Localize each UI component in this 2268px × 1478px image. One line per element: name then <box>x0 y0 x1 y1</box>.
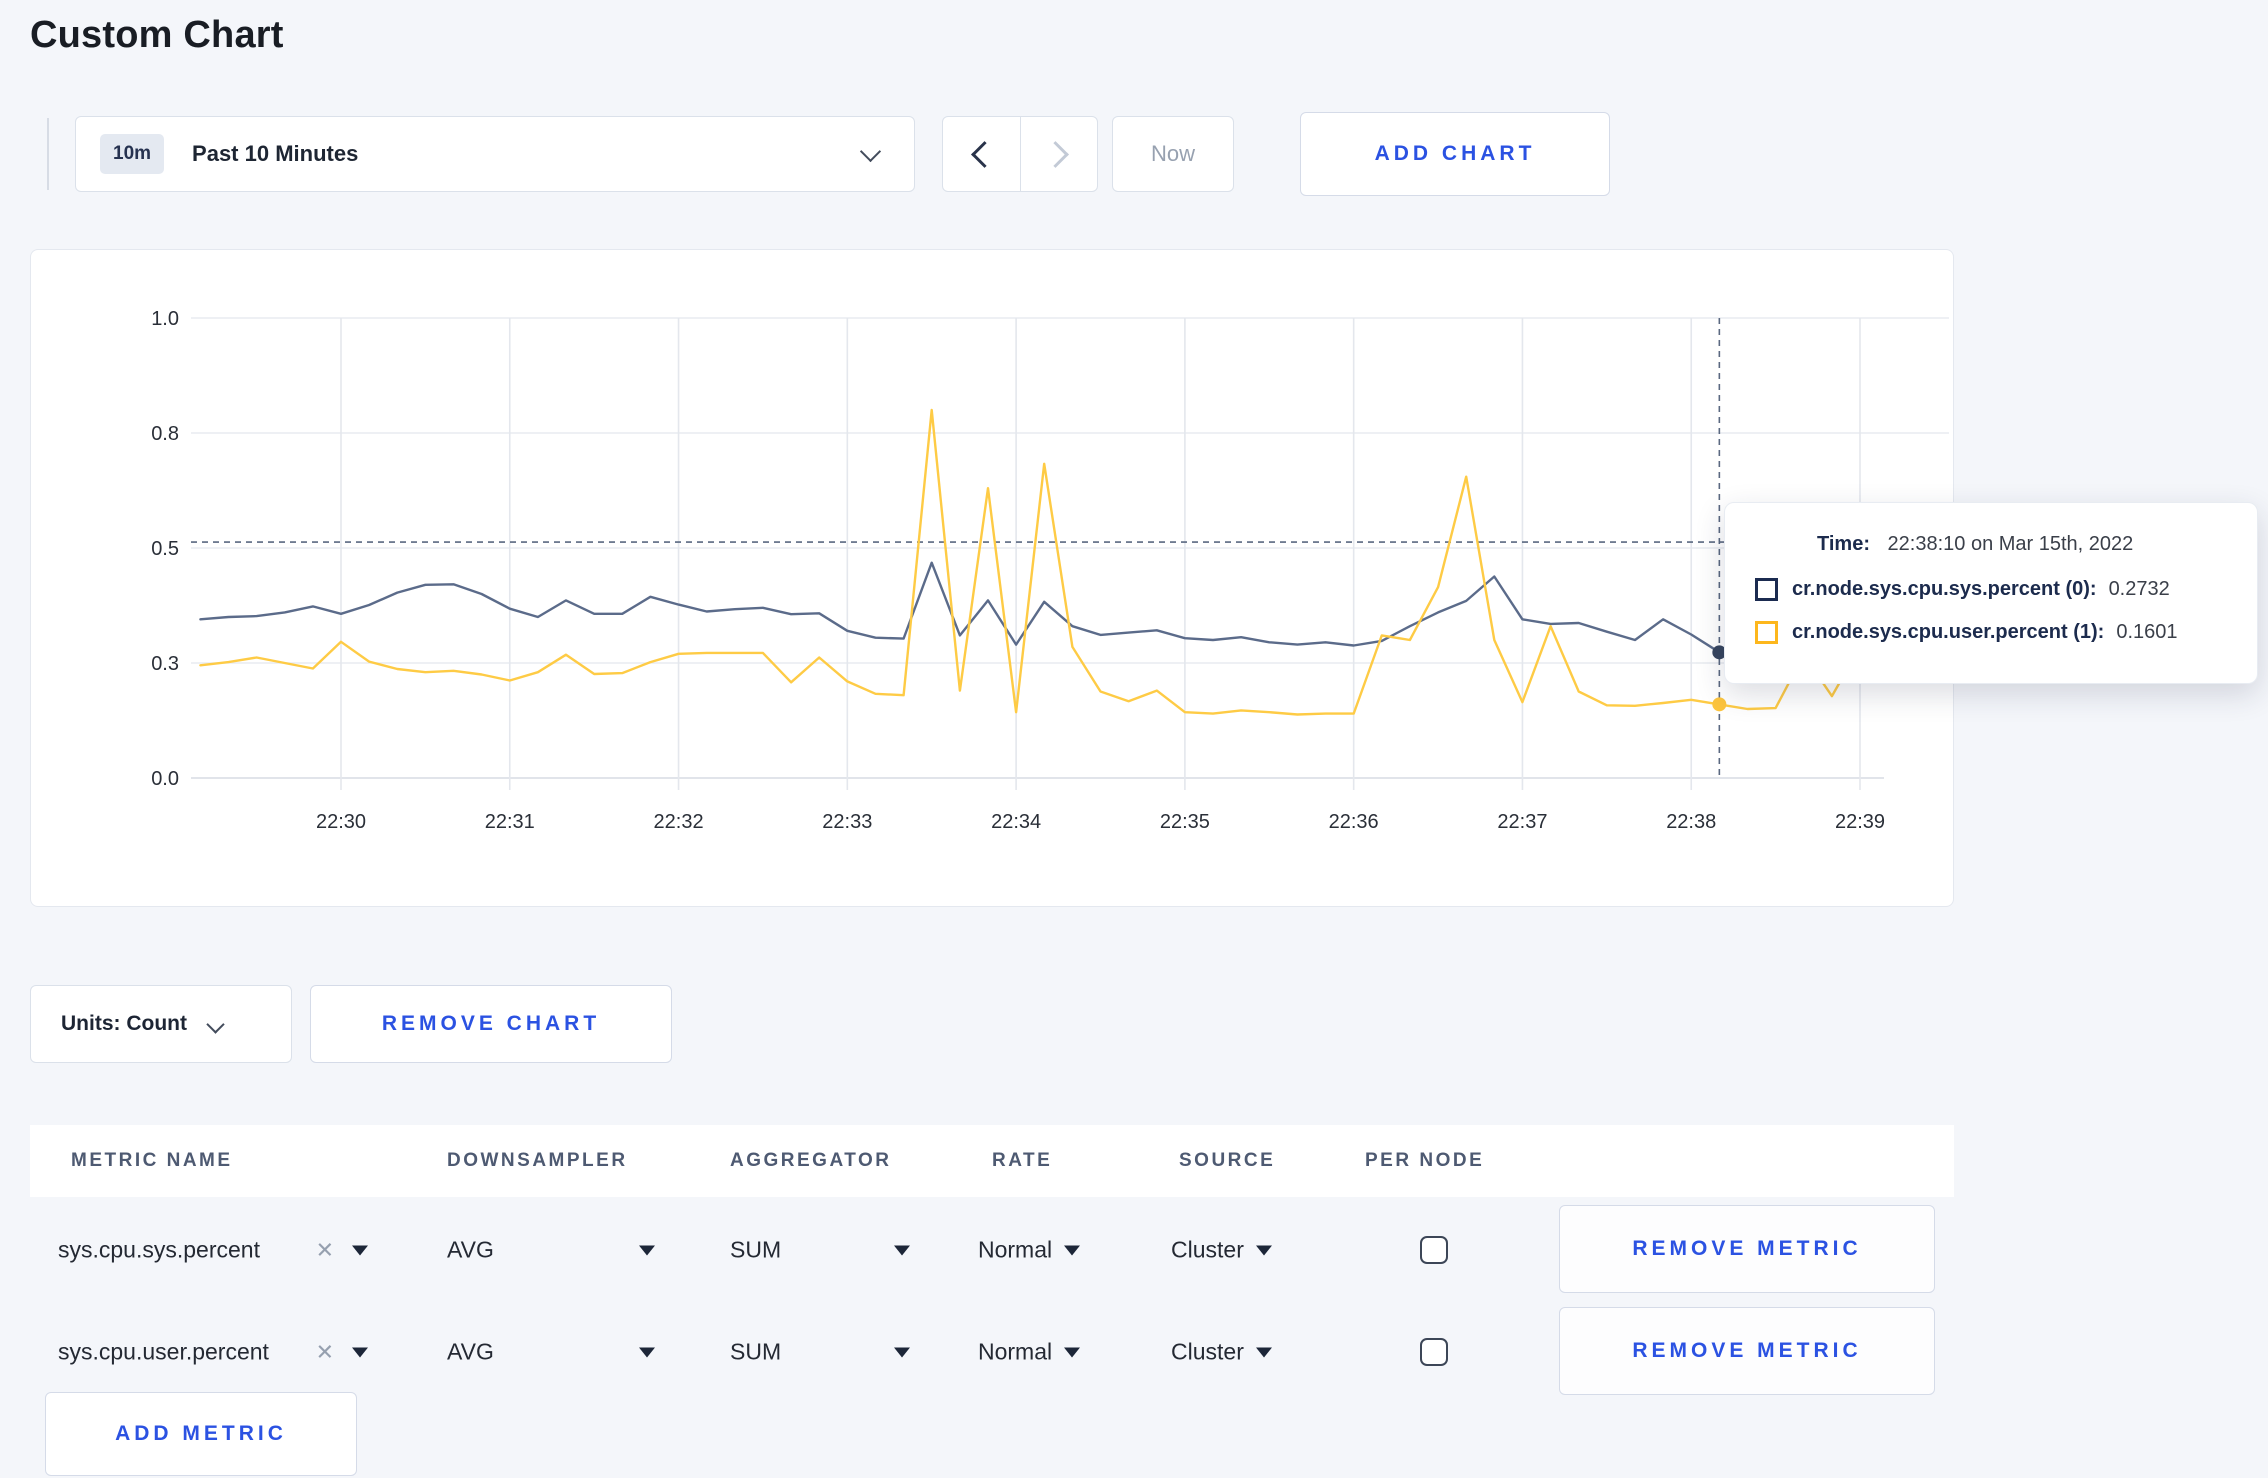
rate-value: Normal <box>978 1236 1053 1263</box>
per-node-checkbox[interactable] <box>1420 1236 1448 1264</box>
x-axis-tick-label: 22:38 <box>1666 811 1716 833</box>
tooltip-series-value: 0.1601 <box>2116 621 2178 643</box>
source-value: Cluster <box>1171 1338 1244 1365</box>
aggregator-value: SUM <box>730 1236 782 1263</box>
chevron-down-icon <box>859 140 882 163</box>
toolbar-accent-divider <box>47 118 49 190</box>
rate-value: Normal <box>978 1338 1053 1365</box>
timeseries-plot[interactable]: 0.0 0.3 0.5 0.8 1.0 22:30 22:31 22:32 22:33 22:34… <box>31 250 1953 906</box>
step-back-button[interactable] <box>943 117 1020 191</box>
caret-down-icon <box>1255 1347 1272 1357</box>
clear-metric-icon[interactable]: ✕ <box>315 1237 334 1262</box>
col-rate: RATE <box>992 1150 1053 1171</box>
source-value: Cluster <box>1171 1236 1244 1263</box>
metric-name-select[interactable]: sys.cpu.sys.percent ✕ <box>58 1237 368 1264</box>
sys-series-swatch-icon <box>1755 578 1778 601</box>
x-axis-tick-label: 22:35 <box>1160 811 1210 833</box>
page-title: Custom Chart <box>30 14 284 56</box>
tooltip-series-sys: cr.node.sys.cpu.sys.percent (0): 0.2732 <box>1755 578 2257 601</box>
rate-select[interactable]: Normal <box>978 1236 1081 1264</box>
col-source: SOURCE <box>1179 1150 1276 1171</box>
now-button[interactable]: Now <box>1112 116 1234 192</box>
x-axis-tick-label: 22:30 <box>316 811 366 833</box>
caret-down-icon <box>352 1347 368 1357</box>
time-range-label: Past 10 Minutes <box>192 141 359 166</box>
time-range-select[interactable]: 10m Past 10 Minutes <box>75 116 915 192</box>
tooltip-time-value: 22:38:10 on Mar 15th, 2022 <box>1887 533 2134 555</box>
x-axis-tick-label: 22:32 <box>654 811 704 833</box>
y-axis-tick-label: 0.5 <box>151 538 179 560</box>
remove-metric-button[interactable]: REMOVE METRIC <box>1559 1205 1935 1293</box>
metric-name-value: sys.cpu.user.percent <box>58 1338 269 1365</box>
y-axis-tick-label: 0.3 <box>151 653 179 675</box>
caret-down-icon <box>1255 1245 1272 1255</box>
aggregator-value: SUM <box>730 1338 782 1365</box>
downsampler-value: AVG <box>447 1236 494 1263</box>
aggregator-select[interactable]: SUM <box>730 1339 910 1366</box>
chevron-right-icon <box>1042 140 1070 168</box>
tooltip-time-label: Time: <box>1817 533 1870 555</box>
time-range-badge: 10m <box>100 134 165 174</box>
caret-down-icon <box>639 1347 655 1357</box>
add-chart-button[interactable]: ADD CHART <box>1300 112 1610 196</box>
x-axis-tick-label: 22:36 <box>1329 811 1379 833</box>
x-axis-tick-label: 22:39 <box>1835 811 1885 833</box>
user-series-swatch-icon <box>1755 621 1778 644</box>
per-node-checkbox[interactable] <box>1420 1338 1448 1366</box>
time-step-buttons <box>942 116 1098 192</box>
metrics-table-header: METRIC NAME DOWNSAMPLER AGGREGATOR RATE … <box>30 1125 1954 1197</box>
downsampler-select[interactable]: AVG <box>447 1339 655 1366</box>
chevron-down-icon <box>206 1014 225 1034</box>
chevron-left-icon <box>970 140 998 168</box>
aggregator-select[interactable]: SUM <box>730 1237 910 1264</box>
hover-point-dot <box>1712 697 1727 712</box>
x-axis-tick-label: 22:31 <box>485 811 535 833</box>
caret-down-icon <box>639 1245 655 1255</box>
add-metric-button[interactable]: ADD METRIC <box>45 1392 357 1476</box>
step-forward-button[interactable] <box>1019 117 1098 191</box>
tooltip-series-name: cr.node.sys.cpu.user.percent (1): <box>1792 621 2105 643</box>
remove-metric-button[interactable]: REMOVE METRIC <box>1559 1307 1935 1395</box>
caret-down-icon <box>894 1245 910 1255</box>
chart-card: 0.0 0.3 0.5 0.8 1.0 22:30 22:31 22:32 22:33 22:34… <box>30 249 1954 907</box>
series-line-sys-percent <box>199 561 1918 654</box>
source-select[interactable]: Cluster <box>1171 1339 1272 1366</box>
source-select[interactable]: Cluster <box>1171 1237 1272 1264</box>
caret-down-icon <box>352 1245 368 1255</box>
series-line-user-percent <box>199 408 1918 716</box>
hover-point-dot <box>1712 645 1727 660</box>
caret-down-icon <box>1064 1347 1081 1357</box>
tooltip-series-user: cr.node.sys.cpu.user.percent (1): 0.1601 <box>1755 621 2257 644</box>
clear-metric-icon[interactable]: ✕ <box>315 1339 334 1364</box>
remove-chart-button[interactable]: REMOVE CHART <box>310 985 672 1063</box>
downsampler-select[interactable]: AVG <box>447 1237 655 1264</box>
col-downsampler: DOWNSAMPLER <box>447 1150 628 1171</box>
x-axis-tick-label: 22:34 <box>991 811 1041 833</box>
caret-down-icon <box>1064 1245 1081 1255</box>
col-aggregator: AGGREGATOR <box>730 1150 892 1171</box>
y-axis-tick-label: 1.0 <box>151 308 179 330</box>
metric-name-select[interactable]: sys.cpu.user.percent ✕ <box>58 1339 368 1366</box>
caret-down-icon <box>894 1347 910 1357</box>
rate-select[interactable]: Normal <box>978 1338 1081 1366</box>
col-metric-name: METRIC NAME <box>71 1150 233 1171</box>
tooltip-series-value: 0.2732 <box>2108 578 2170 600</box>
y-axis-tick-label: 0.0 <box>151 768 179 790</box>
chart-hover-tooltip: Time: 22:38:10 on Mar 15th, 2022 cr.node… <box>1724 502 2258 684</box>
tooltip-time-row: Time: 22:38:10 on Mar 15th, 2022 <box>1817 533 2257 556</box>
x-axis-tick-label: 22:37 <box>1497 811 1547 833</box>
metric-name-value: sys.cpu.sys.percent <box>58 1236 260 1263</box>
tooltip-series-name: cr.node.sys.cpu.sys.percent (0): <box>1792 578 2097 600</box>
col-per-node: PER NODE <box>1365 1150 1485 1171</box>
x-axis-tick-label: 22:33 <box>822 811 872 833</box>
units-label: Units: Count <box>61 1012 187 1035</box>
y-axis-tick-label: 0.8 <box>151 423 179 445</box>
units-select[interactable]: Units: Count <box>30 985 292 1063</box>
downsampler-value: AVG <box>447 1338 494 1365</box>
